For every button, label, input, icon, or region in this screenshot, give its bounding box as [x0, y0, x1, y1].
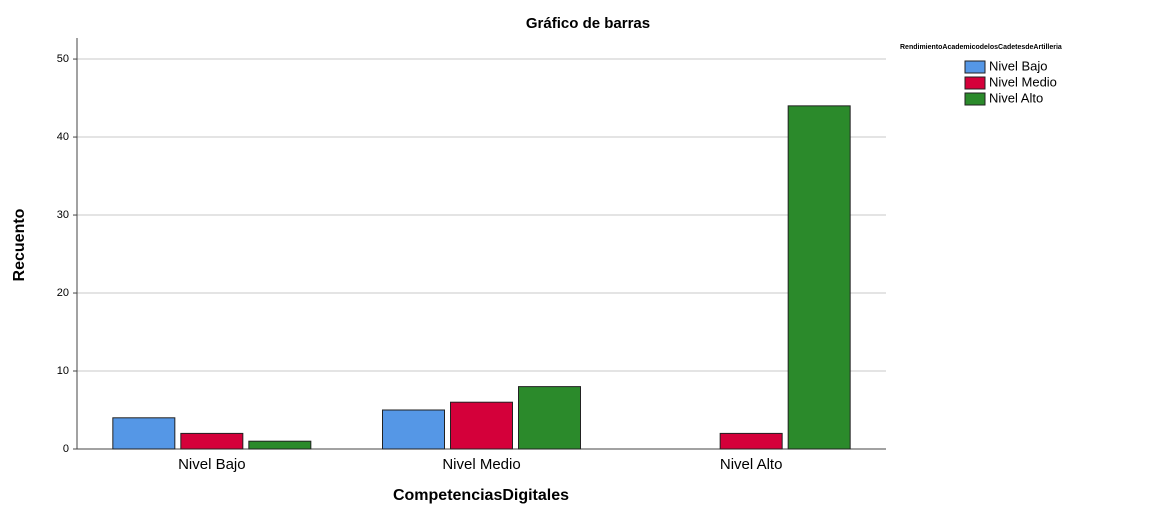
y-tick-label: 10	[57, 365, 69, 377]
chart-title: Gráfico de barras	[526, 15, 650, 32]
bar	[112, 417, 176, 450]
bar	[180, 432, 244, 450]
legend-label: Nivel Bajo	[989, 58, 1048, 73]
bar	[719, 432, 783, 450]
x-axis-label: CompetenciasDigitales	[393, 487, 569, 504]
bar	[382, 409, 445, 450]
x-tick-label: Nivel Bajo	[178, 456, 246, 473]
bar	[450, 401, 513, 450]
x-tick-label: Nivel Medio	[442, 456, 520, 473]
y-axis-label: Recuento	[11, 208, 28, 281]
bar	[787, 105, 851, 450]
legend-label: Nivel Medio	[989, 74, 1057, 89]
y-tick-label: 30	[57, 209, 69, 221]
y-tick-label: 40	[57, 131, 69, 143]
y-tick-label: 20	[57, 287, 69, 299]
legend-label: Nivel Alto	[989, 90, 1043, 105]
x-tick-label: Nivel Alto	[720, 456, 783, 473]
legend-title: RendimientoAcademicodelosCadetesdeArtill…	[900, 44, 1062, 51]
bar	[248, 440, 312, 450]
y-tick-label: 50	[57, 53, 69, 65]
legend-swatch	[964, 76, 986, 90]
legend-swatch	[964, 60, 986, 74]
bar	[518, 386, 581, 450]
legend-swatch	[964, 92, 986, 106]
y-tick-label: 0	[63, 443, 69, 455]
